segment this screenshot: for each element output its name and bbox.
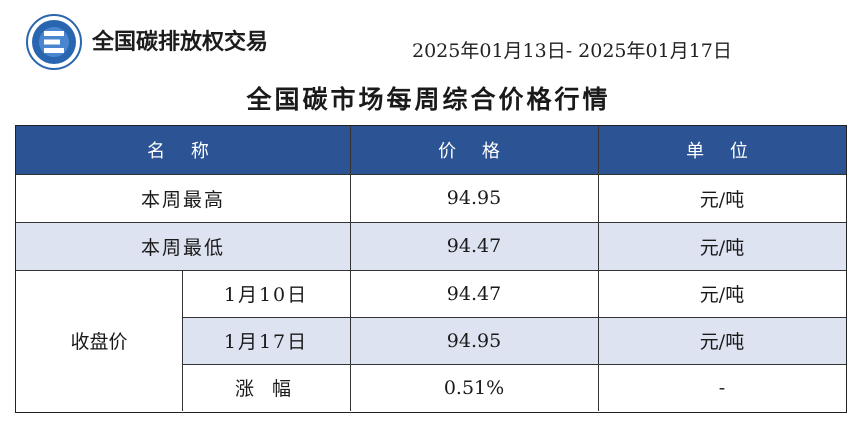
closing-row-date-2: 1月17日 — [182, 317, 350, 364]
closing-row-price-1: 94.47 — [446, 282, 502, 305]
row-weekly-low-label: 本周最低 — [16, 222, 350, 270]
grid-line — [16, 270, 846, 271]
grid-line — [16, 222, 846, 223]
grid-line — [182, 317, 846, 318]
org-name: 全国碳排放权交易 — [92, 30, 269, 55]
column-header-unit: 单 位 — [598, 126, 846, 174]
closing-row-date-1: 1月10日 — [223, 284, 309, 306]
grid-line — [182, 270, 183, 411]
row-weekly-high-label: 本周最高 — [140, 188, 225, 211]
grid-line — [182, 364, 846, 365]
closing-row-change-value: 0.51% — [443, 376, 505, 399]
page-title: 全国碳市场每周综合价格行情 — [246, 85, 611, 114]
closing-row-unit-1: 元/吨 — [699, 284, 745, 306]
row-weekly-low-unit: 元/吨 — [598, 222, 846, 270]
grid-line — [350, 126, 351, 411]
closing-row-price-2: 94.95 — [350, 317, 598, 364]
price-table: 名 称 价 格 单 位 本周最高 94.95 元/吨 本周最低 94.47 元/… — [15, 125, 847, 413]
closing-row-change-unit: - — [718, 376, 726, 399]
date-range: 2025年01月13日- 2025年01月17日 — [412, 40, 732, 62]
closing-row-unit-2: 元/吨 — [598, 317, 846, 364]
grid-line — [598, 126, 599, 411]
grid-line — [16, 174, 846, 175]
row-weekly-low-price: 94.47 — [350, 222, 598, 270]
cets-logo-icon — [26, 14, 82, 70]
column-header-name: 名 称 — [16, 126, 350, 174]
column-header-price: 价 格 — [350, 126, 598, 174]
row-weekly-high-price: 94.95 — [446, 187, 502, 209]
closing-price-group-label: 收盘价 — [70, 331, 128, 353]
row-weekly-high-unit: 元/吨 — [699, 188, 745, 211]
closing-row-change-label: 涨 幅 — [234, 378, 298, 400]
